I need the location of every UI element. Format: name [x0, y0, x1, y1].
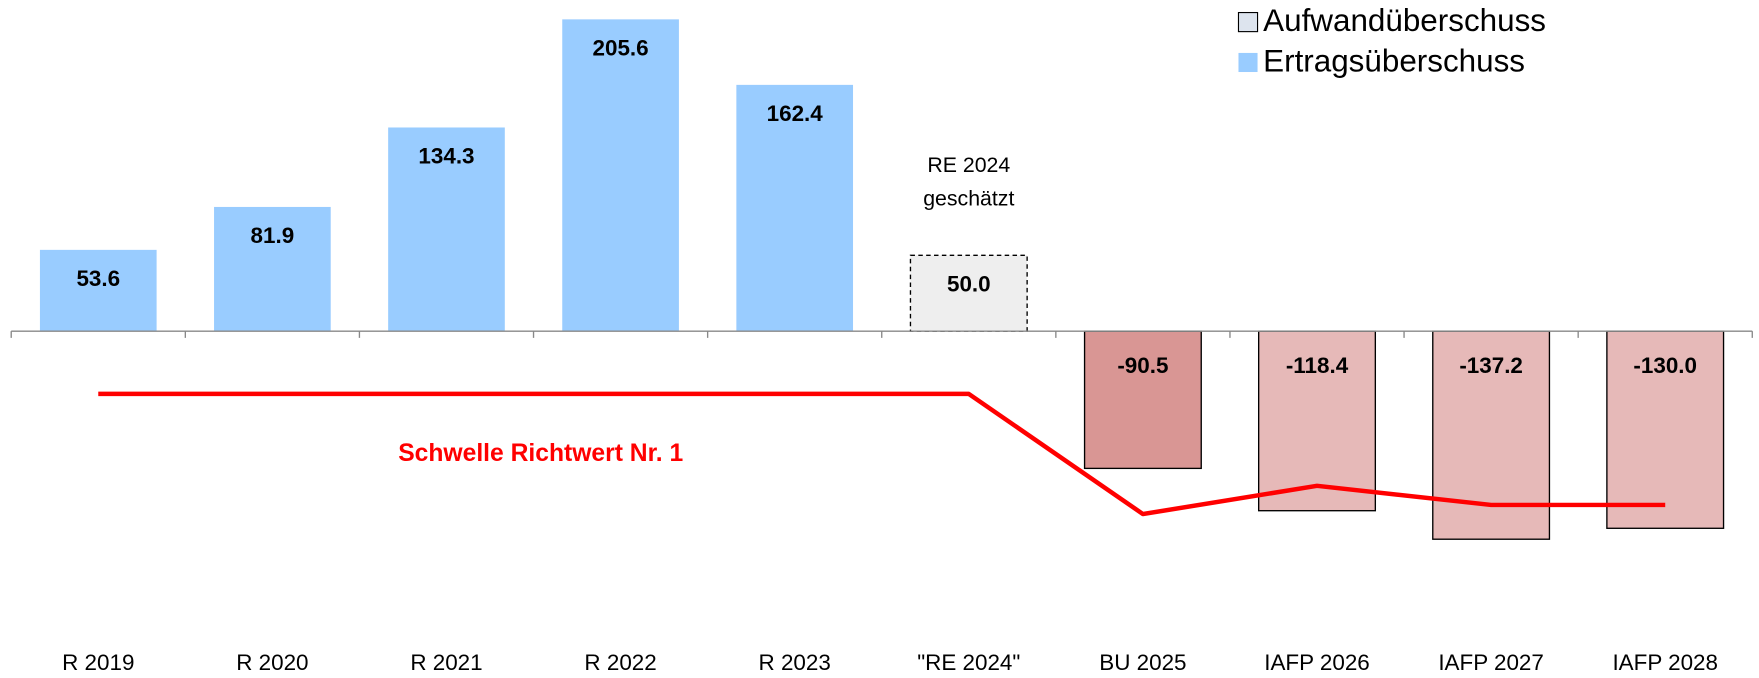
value-label: 81.9	[251, 223, 295, 248]
value-label: 50.0	[947, 272, 991, 297]
bar	[1257, 330, 1377, 512]
bar	[909, 254, 1028, 332]
threshold-label: Schwelle Richtwert Nr. 1	[398, 440, 683, 467]
bar	[39, 249, 157, 332]
value-label: -118.4	[1286, 353, 1349, 378]
x-tick-label: R 2023	[759, 650, 831, 675]
x-tick-label: R 2021	[410, 650, 482, 675]
legend-swatch	[1238, 52, 1258, 73]
x-tick-label: IAFP 2027	[1438, 650, 1544, 675]
value-label: 205.6	[593, 36, 649, 61]
annotation: RE 2024	[927, 153, 1010, 177]
bar	[388, 127, 505, 332]
x-tick-label: IAFP 2028	[1612, 650, 1718, 675]
value-label: -130.0	[1633, 353, 1697, 378]
x-tick-label: R 2019	[62, 650, 134, 675]
value-label: 134.3	[418, 144, 474, 169]
value-label: 162.4	[767, 101, 824, 126]
x-tick-label: "RE 2024"	[917, 650, 1020, 675]
bar	[1083, 330, 1202, 470]
legend-label: Ertragsüberschuss	[1263, 43, 1525, 78]
bar	[736, 84, 854, 332]
bar	[214, 206, 331, 332]
x-tick-label: R 2020	[236, 650, 308, 675]
value-label: 53.6	[76, 266, 120, 291]
x-tick-label: R 2022	[584, 650, 656, 675]
annotation: geschätzt	[923, 187, 1014, 211]
value-label: -137.2	[1459, 353, 1523, 378]
legend-label: Aufwandüberschuss	[1263, 3, 1546, 38]
value-label: -90.5	[1117, 353, 1168, 378]
x-tick-label: BU 2025	[1099, 650, 1186, 675]
legend-swatch	[1237, 11, 1259, 33]
bar	[1606, 330, 1725, 529]
x-tick-label: IAFP 2026	[1264, 650, 1370, 675]
threshold-line	[98, 391, 1666, 517]
bar	[562, 19, 679, 332]
